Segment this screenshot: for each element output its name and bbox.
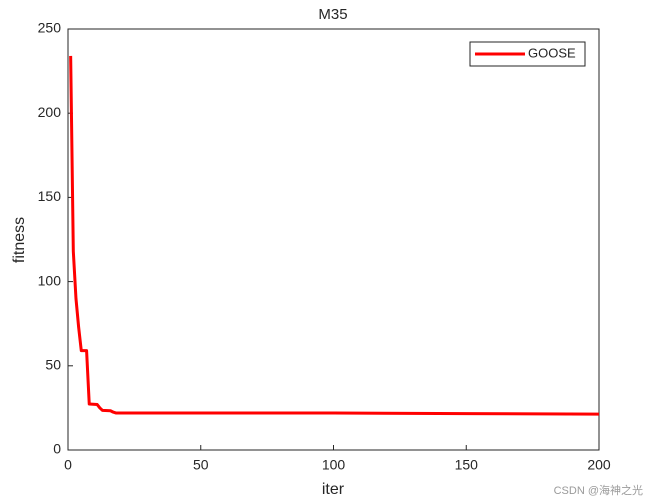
y-tick-label: 100 — [38, 272, 62, 288]
y-tick-label: 0 — [53, 441, 61, 457]
y-tick-label: 50 — [45, 357, 61, 373]
axes-box — [67, 28, 600, 451]
y-axis-label: fitness — [11, 217, 28, 263]
data-line — [69, 55, 600, 416]
x-tick-label: 200 — [587, 457, 611, 473]
y-tick-label: 250 — [38, 20, 62, 36]
watermark: CSDN @海神之光 — [554, 483, 643, 497]
y-tick-label: 200 — [38, 104, 62, 120]
x-tick-label: 100 — [322, 457, 346, 473]
x-tick-label: 50 — [193, 457, 209, 473]
legend-label: GOOSE — [528, 45, 576, 60]
x-tick-label: 150 — [455, 457, 479, 473]
y-tick-label: 150 — [38, 188, 62, 204]
chart-title: M35 — [318, 6, 347, 23]
x-axis-label: iter — [322, 481, 345, 498]
x-tick-label: 0 — [64, 457, 72, 473]
